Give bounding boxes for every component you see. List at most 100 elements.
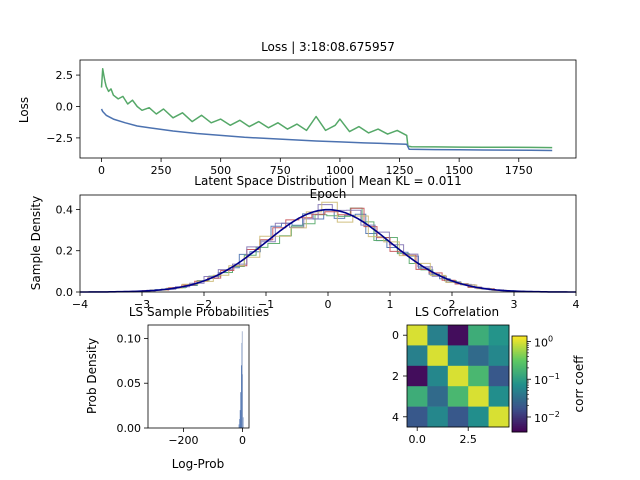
ls-sample-probabilities-panel: LS Sample Probabilities Prob Density −20… xyxy=(85,305,269,471)
colorbar-segment xyxy=(512,428,527,431)
probs-bar xyxy=(242,417,244,428)
colorbar-tick-base: 10 xyxy=(534,412,548,425)
corr-cell xyxy=(488,365,510,387)
loss-axes-frame xyxy=(79,59,577,159)
latent-ytick-label: 0.2 xyxy=(56,245,74,258)
colorbar-segment xyxy=(512,360,527,363)
latent-axes-frame xyxy=(79,194,577,293)
colorbar-segment xyxy=(512,418,527,421)
colorbar-segment xyxy=(512,430,527,433)
colorbar-segment xyxy=(512,402,527,405)
colorbar-segment xyxy=(512,342,527,345)
loss-ytick-label: 2.5 xyxy=(56,69,74,82)
corr-cell xyxy=(468,345,489,367)
corr-ticks: 0.0 2.5 0 2 4 xyxy=(392,329,477,446)
corr-cell xyxy=(427,365,449,387)
colorbar-segment xyxy=(512,380,527,383)
corr-cell xyxy=(427,345,449,367)
colorbar-segment xyxy=(512,368,527,371)
colorbar-tick-exponent: 0 xyxy=(548,335,553,344)
loss-xtick-label: 1250 xyxy=(386,164,414,177)
loss-ylabel: Loss xyxy=(17,97,31,123)
colorbar-segment xyxy=(512,424,527,427)
colorbar-segment xyxy=(512,416,527,419)
colorbar-segment xyxy=(512,352,527,355)
corr-cell xyxy=(407,386,428,407)
colorbar-frame xyxy=(511,335,528,433)
latent-ytick-label: 0.0 xyxy=(56,286,74,299)
corr-ytick-label: 4 xyxy=(392,411,399,424)
colorbar-segment xyxy=(512,376,527,379)
colorbar-tick-label: 10−1 xyxy=(534,372,560,387)
colorbar-segment xyxy=(512,364,527,367)
corr-ytick-label: 0 xyxy=(392,329,399,342)
probs-ticks: −200 0 0.00 0.05 0.10 xyxy=(117,332,247,447)
corr-cell xyxy=(407,406,428,428)
probs-title: LS Sample Probabilities xyxy=(129,305,269,319)
corr-cell xyxy=(427,406,449,428)
latent-xtick-label: 4 xyxy=(573,298,580,311)
colorbar-segment xyxy=(512,362,527,365)
latent-xtick-label: −2 xyxy=(196,298,212,311)
latent-ticks: −4 −3 −2 −1 0 1 2 3 4 0.0 0.2 0.4 xyxy=(56,203,580,311)
probs-bar xyxy=(241,365,242,428)
colorbar-segment xyxy=(512,388,527,391)
loss-title: Loss | 3:18:08.675957 xyxy=(261,40,395,54)
corr-xtick-label: 2.5 xyxy=(459,433,477,446)
loss-xtick-label: 1500 xyxy=(445,164,473,177)
colorbar-segment xyxy=(512,422,527,425)
colorbar-segment xyxy=(512,378,527,381)
probs-ytick-label: 0.05 xyxy=(117,377,142,390)
latent-ylabel: Sample Density xyxy=(29,196,43,290)
corr-cell xyxy=(447,325,469,346)
loss-xtick-label: 1000 xyxy=(326,164,354,177)
corr-cell xyxy=(468,365,489,387)
colorbar-segment xyxy=(512,338,527,341)
loss-xlabel: Epoch xyxy=(310,187,347,201)
latent-xtick-label: 2 xyxy=(449,298,456,311)
colorbar-tick-label: 100 xyxy=(534,335,553,350)
latent-xtick-label: 1 xyxy=(387,298,394,311)
probs-xtick-label: −200 xyxy=(168,434,198,447)
colorbar-tick-exponent: −2 xyxy=(548,410,560,419)
colorbar-segment xyxy=(512,370,527,373)
corr-cell xyxy=(407,345,428,367)
corr-cell xyxy=(447,406,469,428)
colorbar-segment xyxy=(512,340,527,343)
loss-lines xyxy=(100,68,553,152)
corr-cell xyxy=(488,406,510,428)
colorbar-segment xyxy=(512,382,527,385)
latent-distribution-panel: Sample Density −4 −3 −2 −1 0 1 2 3 4 0.0 0.2 0.4 La… xyxy=(29,174,580,311)
colorbar-segment xyxy=(512,356,527,359)
colorbar-segment xyxy=(512,348,527,351)
loss-xtick-label: 1750 xyxy=(505,164,533,177)
corr-cell xyxy=(488,386,510,407)
probs-ylabel: Prob Density xyxy=(85,338,99,414)
probs-ytick-label: 0.10 xyxy=(117,332,142,345)
colorbar-segment xyxy=(512,410,527,413)
loss-ytick-label: 0.0 xyxy=(56,100,74,113)
colorbar-segment xyxy=(512,384,527,387)
corr-title: LS Correlation xyxy=(415,305,499,319)
colorbar-tick-label: 10−2 xyxy=(534,410,560,425)
corr-cell xyxy=(427,386,449,407)
corr-cell xyxy=(488,325,510,346)
probs-histogram xyxy=(238,331,244,428)
colorbar-segment xyxy=(512,406,527,409)
colorbar-segment xyxy=(512,392,527,395)
corr-cell xyxy=(407,365,428,387)
probs-bar xyxy=(240,392,241,428)
corr-colorbar-label: corr coeff xyxy=(572,355,586,413)
loss-ticks: 0 250 500 750 1000 1250 1500 1750 2.5 0.0 −2.5 xyxy=(46,69,532,177)
colorbar-segment xyxy=(512,346,527,349)
latent-dimension-histogram xyxy=(135,201,540,293)
loss-series-line xyxy=(100,108,553,152)
colorbar-segment xyxy=(512,412,527,415)
corr-cell xyxy=(468,386,489,407)
loss-xtick-label: 250 xyxy=(151,164,172,177)
probs-bar xyxy=(238,424,240,428)
